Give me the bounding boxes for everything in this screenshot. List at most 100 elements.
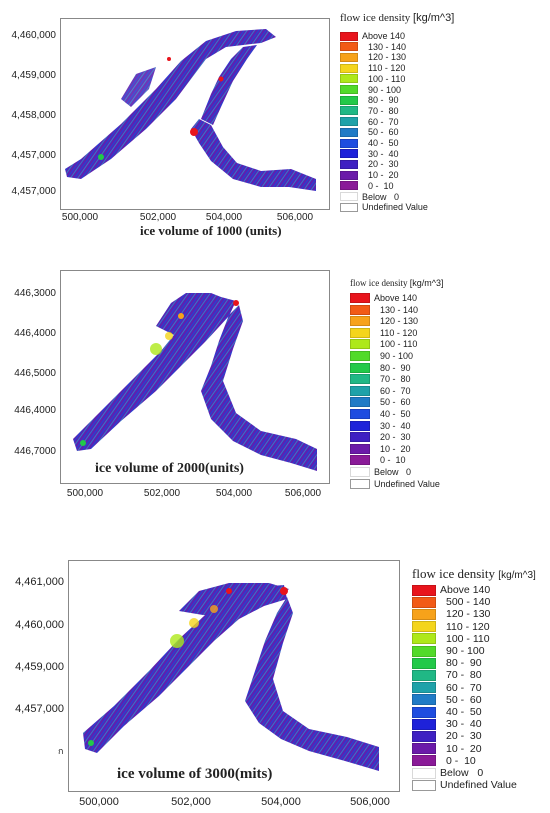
river-channel bbox=[73, 297, 236, 451]
legend-swatch bbox=[350, 362, 370, 373]
legend-item: 0 - 10 bbox=[340, 181, 394, 191]
legend-label: 20 - 30 bbox=[446, 730, 482, 743]
legend-title: flow ice density [kg/m^3] bbox=[412, 566, 548, 582]
y-tick: 4,461,000 bbox=[15, 576, 64, 588]
legend-item: Undefined Value bbox=[340, 202, 428, 212]
river-bend bbox=[245, 597, 379, 771]
legend-item: 110 - 120 bbox=[350, 327, 418, 338]
legend-swatch bbox=[340, 127, 358, 137]
high-density-spot bbox=[167, 57, 171, 61]
river-upper bbox=[156, 293, 226, 336]
legend-item: 40 - 50 bbox=[412, 706, 482, 718]
legend-swatch bbox=[350, 478, 370, 489]
map-plot: ice volume of 2000(units) bbox=[60, 270, 330, 484]
legend-label: 30 - 40 bbox=[368, 148, 399, 159]
upper-lobe bbox=[121, 67, 156, 107]
x-tick: 506,000 bbox=[350, 796, 390, 808]
legend-item: 20 - 30 bbox=[350, 432, 411, 443]
legend-label: 10 - 20 bbox=[446, 742, 482, 755]
river-channel bbox=[65, 29, 276, 179]
legend-swatch bbox=[412, 779, 436, 791]
legend-label: Below 0 bbox=[362, 191, 400, 202]
y-tick: 446,3000 bbox=[14, 288, 56, 299]
legend-item: 120 - 130 bbox=[340, 52, 406, 62]
legend-swatch bbox=[412, 596, 436, 608]
map-caption: ice volume of 1000 (units) bbox=[140, 223, 282, 238]
legend-label: 50 - 60 bbox=[380, 397, 411, 408]
legend-swatch bbox=[350, 339, 370, 350]
legend-label: 50 - 60 bbox=[368, 127, 399, 138]
high-density-spot bbox=[190, 128, 198, 136]
x-tick: 500,000 bbox=[79, 796, 119, 808]
x-tick: 502,000 bbox=[171, 796, 211, 808]
legend-label: 110 - 120 bbox=[380, 327, 418, 338]
legend-item: Below 0 bbox=[412, 767, 483, 779]
mid-density-spot bbox=[150, 343, 162, 355]
legend-item: 80 - 90 bbox=[340, 95, 399, 105]
legend-item: 0 - 10 bbox=[412, 755, 476, 767]
legend-label: 60 - 70 bbox=[446, 681, 482, 694]
legend-item: 50 - 60 bbox=[340, 127, 399, 137]
y-tick: 4,459,000 bbox=[15, 661, 64, 673]
legend-label: 60 - 70 bbox=[380, 385, 411, 396]
legend-title: flow ice density [kg/m^3] bbox=[340, 12, 545, 24]
legend-item: Above 140 bbox=[350, 293, 417, 303]
y-tick: 4,460,000 bbox=[15, 619, 64, 631]
river-upper bbox=[179, 583, 289, 616]
legend-swatch bbox=[412, 743, 436, 755]
legend-label: 130 - 140 bbox=[380, 304, 419, 315]
y-tick-artifact: ก bbox=[58, 746, 64, 756]
legend-item: 110 - 120 bbox=[340, 63, 405, 73]
legend-label: 0 - 10 bbox=[368, 180, 394, 191]
legend-label: 110 - 120 bbox=[368, 63, 406, 74]
legend-item: 110 - 120 bbox=[412, 621, 490, 633]
legend-item: 50 - 60 bbox=[412, 694, 482, 706]
legend-item: 70 - 80 bbox=[340, 106, 399, 116]
map-panel-2000: ice volume of 2000(units) 446,3000 446,4… bbox=[0, 262, 550, 510]
legend-item: Below 0 bbox=[340, 192, 399, 202]
river-bend bbox=[191, 119, 316, 191]
legend: flow ice density [kg/m^3] Above 140 130 -… bbox=[340, 12, 545, 217]
legend-swatch bbox=[340, 95, 358, 105]
legend-swatch bbox=[340, 106, 358, 116]
mid-density-spot bbox=[210, 605, 218, 613]
x-tick: 506,000 bbox=[284, 488, 322, 499]
mid-density-spot bbox=[170, 634, 184, 648]
y-tick: 4,459,000 bbox=[11, 70, 57, 81]
legend-swatch bbox=[412, 621, 436, 633]
river-link bbox=[201, 45, 257, 125]
legend-label: 130 - 140 bbox=[368, 41, 407, 52]
legend-item: 120 - 130 bbox=[350, 316, 418, 327]
legend-swatch bbox=[350, 455, 370, 466]
legend-swatch bbox=[412, 730, 436, 742]
legend-item: 40 - 50 bbox=[340, 138, 399, 148]
legend-label: 90 - 100 bbox=[446, 645, 485, 657]
legend-swatch bbox=[340, 192, 358, 201]
legend-swatch bbox=[412, 608, 436, 620]
river-bend bbox=[201, 305, 317, 471]
legend-item: 60 - 70 bbox=[350, 385, 411, 396]
y-tick: 446,7000 bbox=[14, 446, 56, 457]
legend-swatch bbox=[412, 767, 436, 779]
legend-item: Above 140 bbox=[412, 584, 490, 596]
legend-swatch bbox=[350, 327, 370, 338]
map-plot bbox=[60, 18, 330, 210]
legend-label: 100 - 110 bbox=[446, 632, 490, 645]
legend-item: 60 - 70 bbox=[412, 682, 482, 694]
legend-swatch bbox=[350, 432, 370, 443]
map-caption: ice volume of 3000(mits) bbox=[117, 766, 273, 782]
legend-swatch bbox=[412, 706, 436, 718]
legend-item: 70 - 80 bbox=[412, 669, 482, 681]
legend-label: 0 - 10 bbox=[380, 455, 406, 466]
legend-item: 10 - 20 bbox=[340, 170, 399, 180]
legend-swatch bbox=[340, 31, 358, 41]
legend-label: 100 - 110 bbox=[380, 339, 418, 350]
x-tick: 502,000 bbox=[143, 488, 181, 499]
x-tick: 502,000 bbox=[139, 212, 177, 223]
mid-density-spot bbox=[165, 332, 173, 340]
legend-swatch bbox=[350, 420, 370, 431]
legend-swatch bbox=[350, 385, 370, 396]
legend-label: 100 - 110 bbox=[368, 73, 406, 84]
legend-swatch bbox=[412, 682, 436, 694]
legend-item: 120 - 130 bbox=[412, 608, 490, 620]
